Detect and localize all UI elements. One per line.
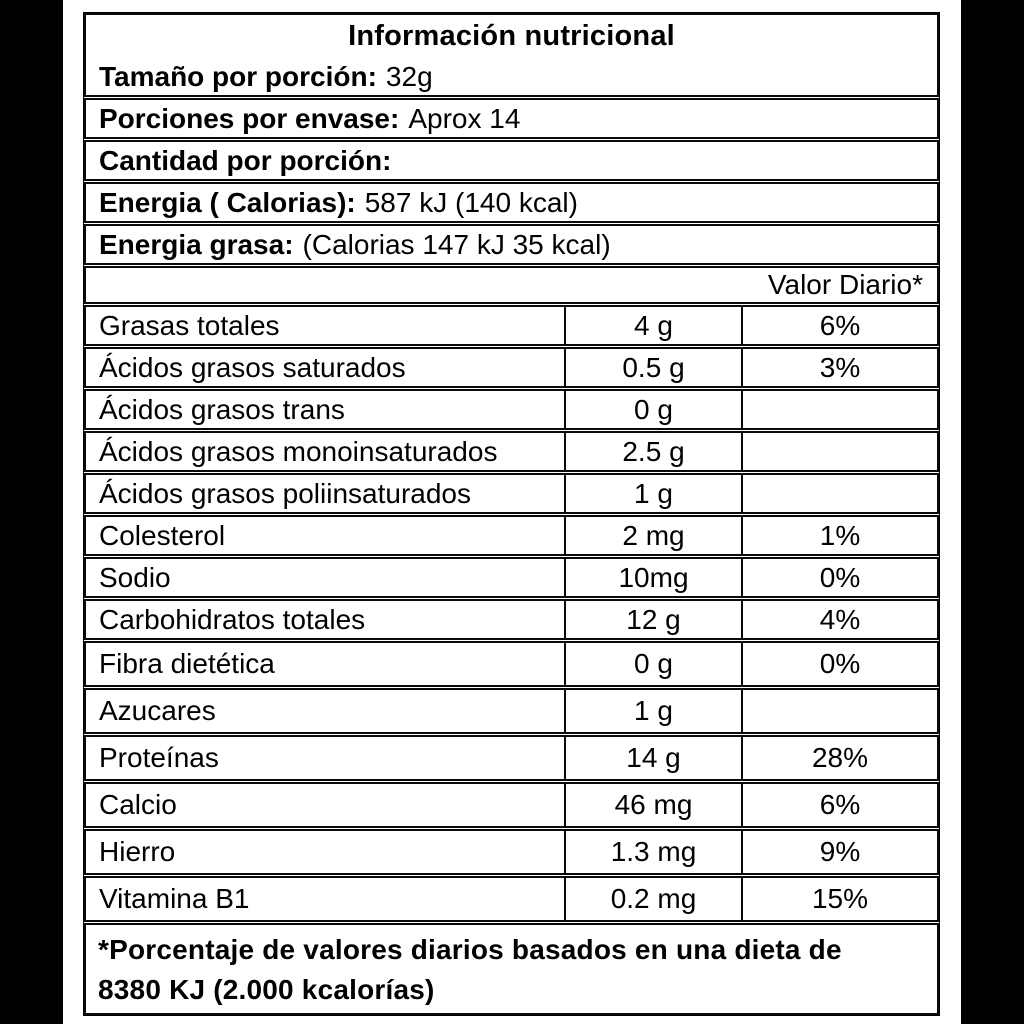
label-header: Información nutricional Tamaño por porci… (84, 13, 939, 97)
nutrient-dv: 0% (741, 559, 937, 596)
nutrient-name: Azucares (99, 695, 216, 726)
nutrient-amount: 0.5 g (564, 349, 741, 386)
serving-size-label: Tamaño por porción: (99, 60, 377, 92)
nutrient-row-fibra: Fibra dietética 0 g 0% (84, 641, 939, 687)
daily-value-header: Valor Diario* (767, 269, 923, 300)
serving-size-row: Tamaño por porción: 32g (86, 58, 937, 95)
nutrient-name: Sodio (99, 561, 171, 593)
nutrient-row-poliinsaturados: Ácidos grasos poliinsaturados 1 g (84, 473, 939, 514)
energy-fat-value: (Calorias 147 kJ 35 kcal) (302, 228, 611, 260)
energy-row: Energia ( Calorias): 587 kJ (140 kcal) (84, 182, 939, 223)
nutrient-amount: 0 g (564, 643, 741, 685)
nutrient-amount: 2.5 g (564, 433, 741, 470)
energy-fat-label: Energia grasa: (99, 228, 294, 260)
nutrient-name: Ácidos grasos poliinsaturados (99, 477, 471, 509)
nutrient-row-azucares: Azucares 1 g (84, 688, 939, 734)
nutrient-dv: 3% (741, 349, 937, 386)
nutrient-dv (741, 690, 937, 732)
nutrient-row-colesterol: Colesterol 2 mg 1% (84, 515, 939, 556)
nutrient-name: Hierro (99, 836, 176, 867)
nutrition-facts-label: Información nutricional Tamaño por porci… (83, 12, 940, 1016)
footnote-line-1: *Porcentaje de valores diarios basados e… (98, 934, 842, 965)
nutrient-row-sodio: Sodio 10mg 0% (84, 557, 939, 598)
energy-fat-row: Energia grasa: (Calorias 147 kJ 35 kcal) (84, 224, 939, 265)
nutrient-amount: 4 g (564, 307, 741, 344)
nutrient-dv (741, 391, 937, 428)
nutrient-row-carbohidratos: Carbohidratos totales 12 g 4% (84, 599, 939, 640)
left-black-bar (0, 0, 63, 1024)
servings-per-container-label: Porciones por envase: (99, 102, 400, 134)
nutrient-row-proteinas: Proteínas 14 g 28% (84, 735, 939, 781)
nutrient-row-grasos-saturados: Ácidos grasos saturados 0.5 g 3% (84, 347, 939, 388)
energy-value: 587 kJ (140 kcal) (364, 186, 578, 218)
nutrient-name: Colesterol (99, 519, 226, 551)
nutrient-dv: 15% (741, 878, 937, 920)
nutrient-dv: 0% (741, 643, 937, 685)
nutrient-amount: 0 g (564, 391, 741, 428)
nutrient-dv: 9% (741, 831, 937, 873)
nutrient-row-calcio: Calcio 46 mg 6% (84, 782, 939, 828)
nutrient-amount: 1.3 mg (564, 831, 741, 873)
nutrient-name: Ácidos grasos saturados (99, 351, 406, 383)
nutrient-name: Fibra dietética (99, 648, 275, 679)
nutrient-amount: 1 g (564, 475, 741, 512)
nutrient-row-hierro: Hierro 1.3 mg 9% (84, 829, 939, 875)
nutrient-dv: 6% (741, 784, 937, 826)
nutrient-amount: 1 g (564, 690, 741, 732)
nutrient-name: Grasas totales (99, 309, 280, 341)
nutrient-dv: 6% (741, 307, 937, 344)
nutrient-row-monoinsaturados: Ácidos grasos monoinsaturados 2.5 g (84, 431, 939, 472)
daily-value-header-row: Valor Diario* (84, 266, 939, 304)
servings-per-container-value: Aprox 14 (408, 102, 521, 134)
nutrient-name: Ácidos grasos trans (99, 393, 345, 425)
nutrient-row-vitamina-b1: Vitamina B1 0.2 mg 15% (84, 876, 939, 922)
nutrient-amount: 10mg (564, 559, 741, 596)
nutrient-row-grasos-trans: Ácidos grasos trans 0 g (84, 389, 939, 430)
nutrient-dv: 1% (741, 517, 937, 554)
label-title: Información nutricional (348, 20, 675, 52)
nutrient-name: Calcio (99, 789, 177, 820)
nutrient-amount: 14 g (564, 737, 741, 779)
nutrient-amount: 0.2 mg (564, 878, 741, 920)
footnote-line-2: 8380 KJ (2.000 kcalorías) (98, 974, 435, 1005)
nutrient-amount: 2 mg (564, 517, 741, 554)
nutrient-amount: 46 mg (564, 784, 741, 826)
footnote: *Porcentaje de valores diarios basados e… (84, 923, 939, 1015)
nutrient-row-grasas-totales: Grasas totales 4 g 6% (84, 305, 939, 346)
servings-per-container-row: Porciones por envase: Aprox 14 (84, 98, 939, 139)
nutrient-dv (741, 433, 937, 470)
nutrient-dv: 4% (741, 601, 937, 638)
nutrient-name: Carbohidratos totales (99, 603, 366, 635)
nutrient-name: Ácidos grasos monoinsaturados (99, 435, 498, 467)
amount-per-serving-row: Cantidad por porción: (84, 140, 939, 181)
serving-size-value: 32g (385, 60, 433, 92)
nutrient-name: Vitamina B1 (99, 883, 250, 914)
nutrient-dv (741, 475, 937, 512)
right-black-bar (961, 0, 1024, 1024)
energy-label: Energia ( Calorias): (99, 186, 356, 218)
nutrient-amount: 12 g (564, 601, 741, 638)
nutrient-name: Proteínas (99, 742, 219, 773)
amount-per-serving-label: Cantidad por porción: (99, 144, 392, 176)
nutrient-dv: 28% (741, 737, 937, 779)
